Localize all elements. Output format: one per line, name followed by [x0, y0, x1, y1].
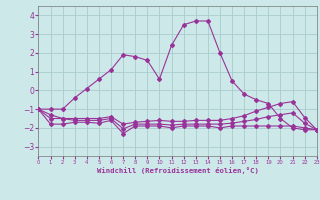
X-axis label: Windchill (Refroidissement éolien,°C): Windchill (Refroidissement éolien,°C): [97, 167, 259, 174]
